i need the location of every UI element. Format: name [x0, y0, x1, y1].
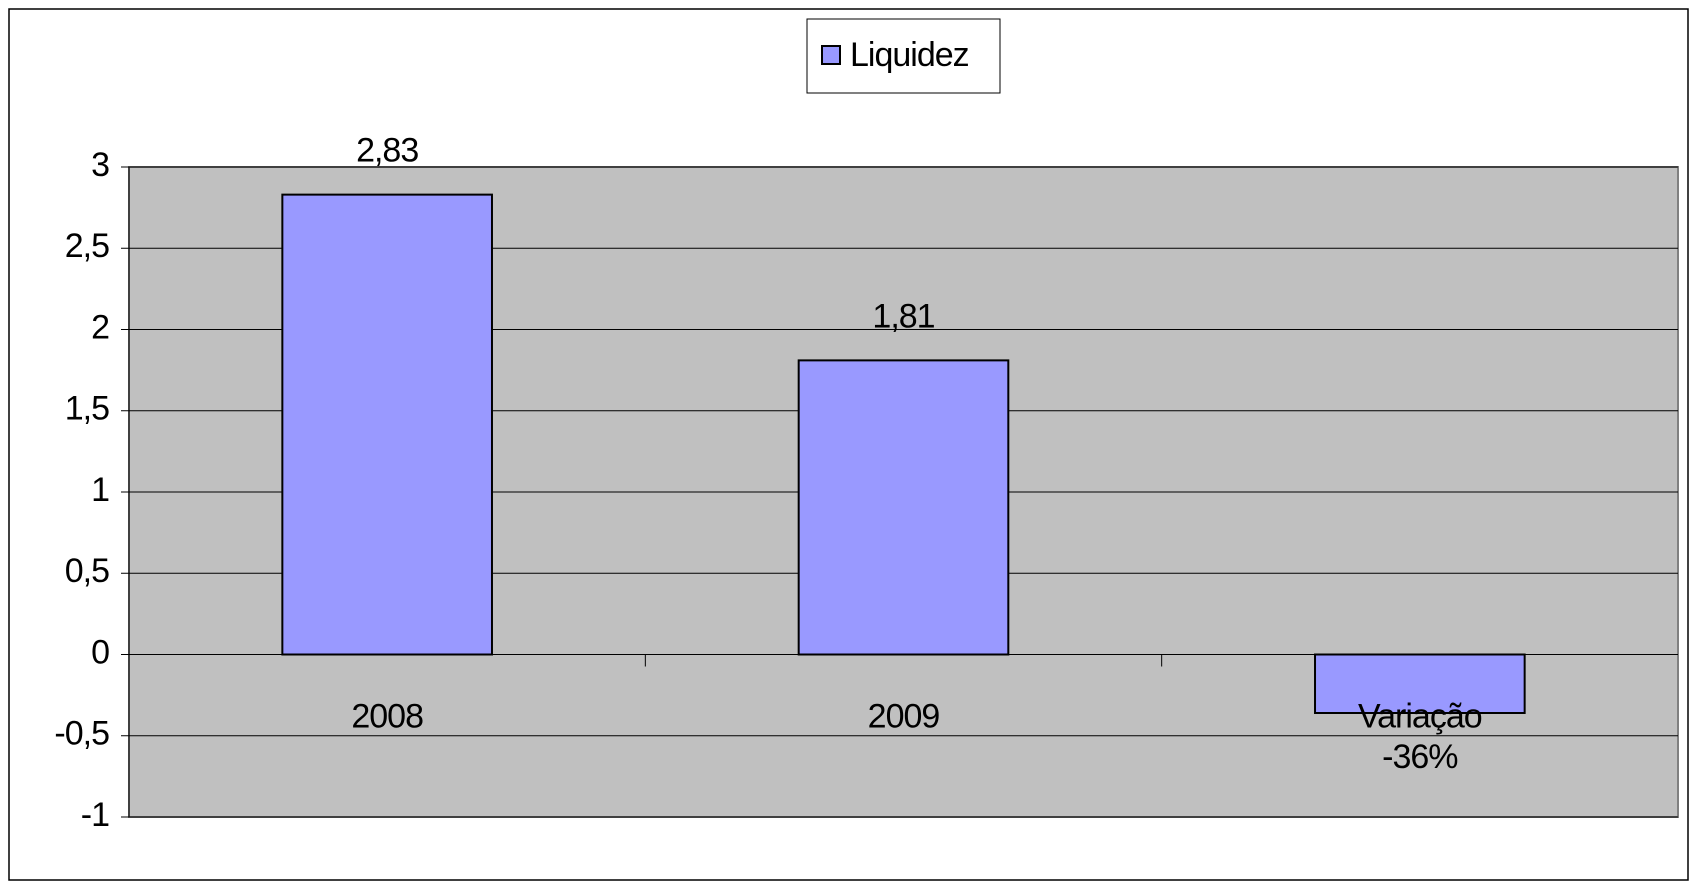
x-tick-label: 2008 — [351, 697, 423, 735]
bar — [1314, 653, 1526, 714]
data-label: 2,83 — [356, 132, 418, 170]
y-tick-label: 0,5 — [65, 552, 109, 590]
x-tick-label: 2009 — [868, 697, 940, 735]
y-tick-label: 1,5 — [65, 390, 109, 428]
y-tick-label: -1 — [81, 796, 109, 834]
data-label: -36% — [1382, 738, 1458, 776]
y-tick-label: 3 — [91, 146, 109, 184]
y-tick-label: 1 — [91, 471, 109, 509]
legend-label: Liquidez — [850, 36, 969, 74]
y-tick-label: 2,5 — [65, 227, 109, 265]
x-tick-label: Variação — [1358, 697, 1482, 735]
y-tick-label: -0,5 — [54, 715, 109, 753]
bar — [281, 193, 493, 656]
legend-swatch — [821, 45, 841, 65]
bar — [797, 359, 1010, 656]
y-tick-label: 2 — [91, 308, 109, 346]
y-tick-label: 0 — [91, 633, 109, 671]
data-label: 1,81 — [872, 297, 934, 335]
